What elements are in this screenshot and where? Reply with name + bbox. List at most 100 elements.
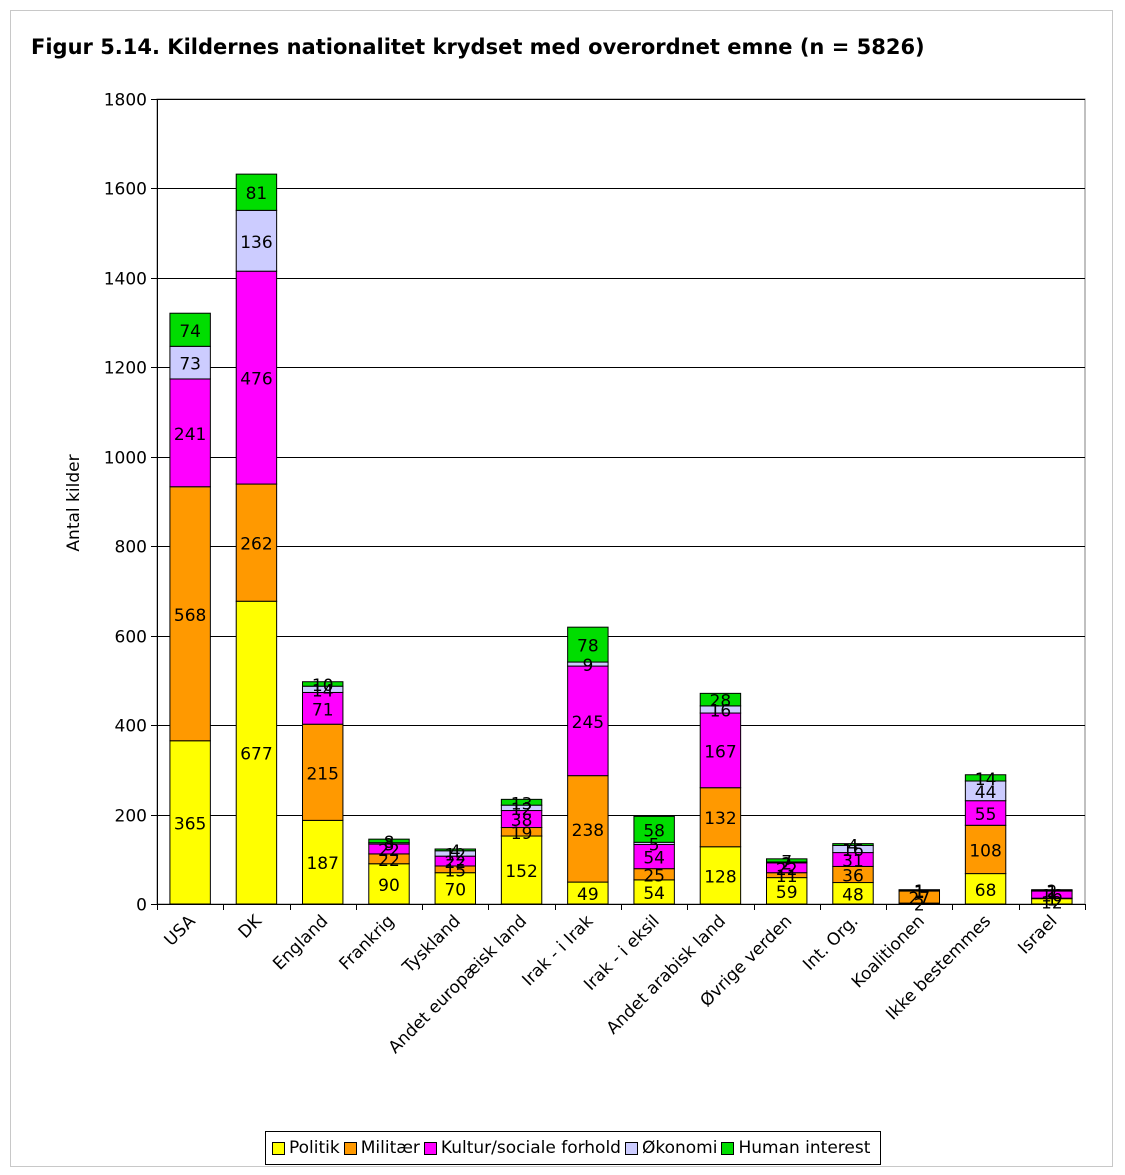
gridlines <box>156 98 1086 905</box>
y-tick-label: 200 <box>115 807 147 827</box>
y-tick-label: 1200 <box>104 359 147 379</box>
data-label: 78 <box>577 637 599 657</box>
data-label: 365 <box>174 814 206 834</box>
axes <box>151 99 1086 910</box>
bar-segment <box>633 844 675 870</box>
legend-swatch <box>721 1141 735 1155</box>
bar-segment <box>169 345 211 380</box>
data-label: 10 <box>312 676 334 696</box>
data-label: 16 <box>842 841 864 861</box>
data-label: 1 <box>914 883 925 903</box>
data-label: 90 <box>378 876 400 896</box>
data-label: 71 <box>312 700 334 720</box>
data-label: 136 <box>240 233 272 253</box>
x-tick-label: Andet europæisk land <box>385 911 531 1057</box>
y-tick-label: 600 <box>115 628 147 648</box>
bar-segment <box>169 740 211 905</box>
legend-label: Økonomi <box>641 1138 718 1158</box>
data-label: 54 <box>643 884 665 904</box>
data-label: 12 <box>511 800 533 820</box>
data-label: 187 <box>306 854 338 874</box>
legend-item: Human interest <box>721 1138 870 1158</box>
bar-segment <box>567 626 609 663</box>
data-label: 44 <box>975 783 997 803</box>
bar-segment <box>699 692 742 707</box>
legend-swatch <box>272 1141 285 1155</box>
data-label: 14 <box>312 681 334 701</box>
chart-title: Figur 5.14. Kildernes nationalitet kryds… <box>31 35 925 59</box>
bar-segment <box>434 848 477 852</box>
data-label: 2 <box>1046 882 1057 902</box>
y-axis-title: Antal kilder <box>64 454 84 551</box>
legend-label: Militær <box>360 1138 420 1158</box>
data-label: 215 <box>306 764 338 784</box>
bar-segment <box>500 798 543 806</box>
data-label: 4 <box>848 837 859 857</box>
data-label: 70 <box>444 880 466 900</box>
data-label: 167 <box>704 742 736 762</box>
legend-swatch <box>624 1141 638 1155</box>
data-label: 13 <box>511 794 533 814</box>
data-label: 38 <box>511 811 533 831</box>
x-tick-label: Int. Org. <box>799 911 862 974</box>
data-label: 108 <box>969 841 1001 861</box>
data-label: 1 <box>914 882 925 902</box>
bar-segment <box>301 723 344 821</box>
data-label: 19 <box>511 824 533 844</box>
data-label: 9 <box>582 656 593 676</box>
bar-segment <box>832 843 874 846</box>
bars <box>169 173 1073 905</box>
data-label: 22 <box>444 853 466 873</box>
bar-segment <box>633 815 675 843</box>
legend-item: Politik <box>272 1138 340 1158</box>
bar-segment <box>169 312 211 347</box>
bar-segment <box>235 270 278 485</box>
data-label: 27 <box>908 889 930 909</box>
data-label: 22 <box>378 841 400 861</box>
bar-segment <box>964 800 1007 826</box>
chart-figure: 365 568 241 73 74 677 262 476 136 81 187 215 71 14 10 9… <box>10 10 1113 1167</box>
x-tick-label: England <box>269 911 332 974</box>
data-label: 14 <box>975 770 997 790</box>
legend-item: Militær <box>343 1138 420 1158</box>
data-label: 15 <box>444 861 466 881</box>
bar-segment <box>235 600 278 905</box>
data-label: 8 <box>384 833 395 853</box>
y-tick-label: 800 <box>115 538 147 558</box>
bar-segment <box>301 681 344 687</box>
data-label: 12 <box>444 845 466 865</box>
legend: Politik Militær Kultur/sociale forhold Økon… <box>265 1131 882 1165</box>
y-tick-label: 400 <box>115 717 147 737</box>
data-label: 16 <box>710 701 732 721</box>
data-label: 16 <box>1041 887 1063 907</box>
data-label: 5 <box>649 835 660 855</box>
bar-segment <box>567 775 609 883</box>
data-label: 128 <box>704 867 736 887</box>
y-tick-label: 1400 <box>104 270 147 290</box>
data-label: 59 <box>776 883 798 903</box>
bar-segment <box>235 173 278 211</box>
legend-item: Kultur/sociale forhold <box>423 1138 621 1158</box>
legend-item: Økonomi <box>624 1138 718 1158</box>
data-label: 22 <box>378 851 400 871</box>
data-label: 4 <box>450 842 461 862</box>
data-label: 36 <box>842 866 864 886</box>
data-label: 31 <box>842 852 864 872</box>
bar-segment <box>964 774 1007 782</box>
data-label: 476 <box>240 370 272 390</box>
bar-segment <box>368 838 410 844</box>
data-label: 54 <box>643 849 665 869</box>
y-tick-label: 1800 <box>104 91 147 111</box>
data-labels: 3655682417374677262476136811872157114109… <box>174 184 1063 915</box>
x-tick-label: Tyskland <box>398 911 465 978</box>
bar-segment <box>633 879 675 905</box>
data-label: 81 <box>246 184 268 204</box>
data-label: 11 <box>776 867 798 887</box>
data-label: 58 <box>643 821 665 841</box>
data-label: 1 <box>1046 883 1057 903</box>
legend-label: Politik <box>289 1138 340 1158</box>
data-label: 262 <box>240 535 272 555</box>
data-label: 22 <box>776 860 798 880</box>
data-label: 238 <box>572 821 604 841</box>
data-label: 241 <box>174 425 206 445</box>
